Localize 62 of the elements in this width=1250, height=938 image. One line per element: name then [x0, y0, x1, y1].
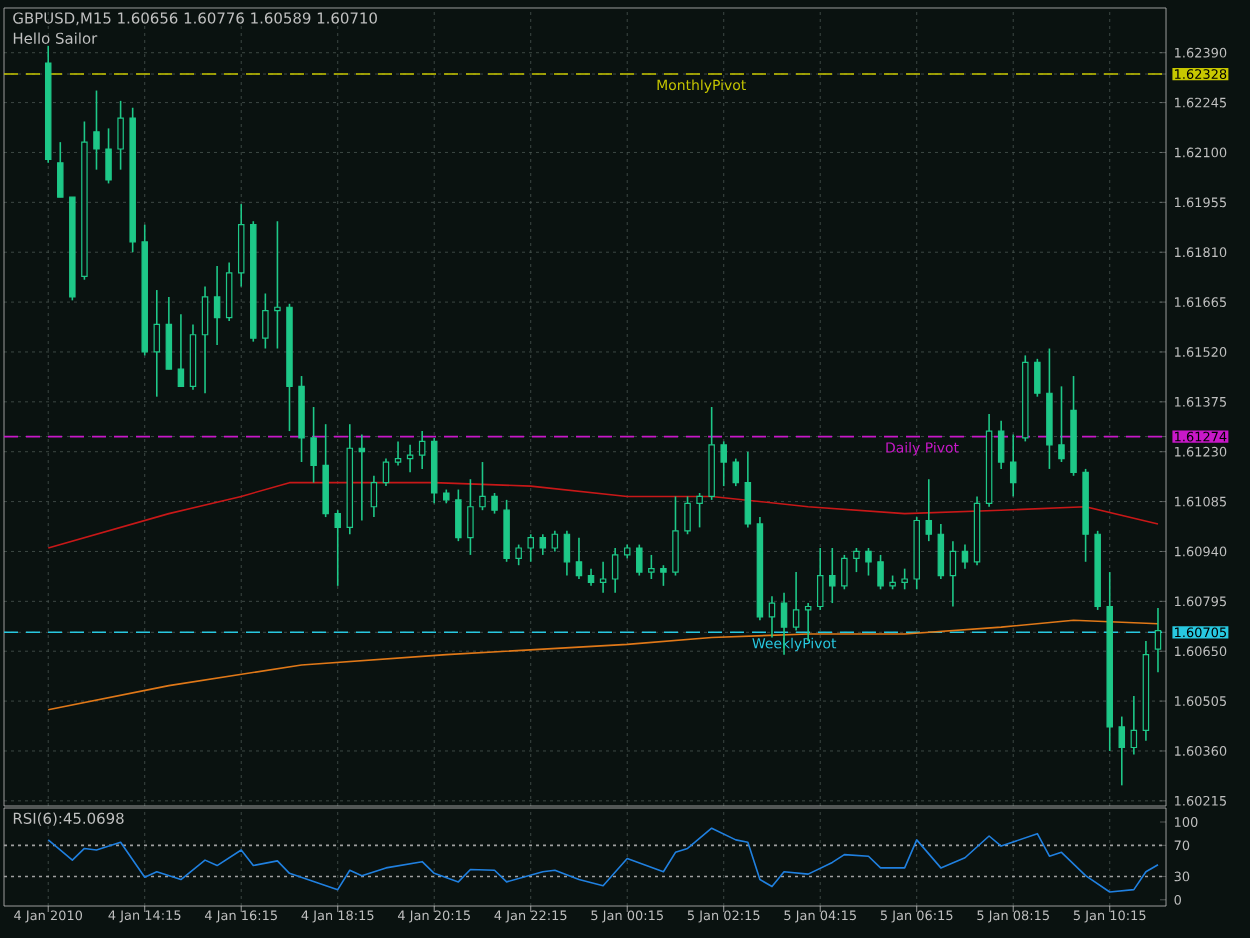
- candlestick: [865, 547, 872, 577]
- candlestick: [455, 488, 462, 542]
- candlestick: [201, 285, 209, 395]
- candlestick: [575, 536, 583, 580]
- candlestick: [877, 554, 884, 591]
- candlestick: [768, 595, 776, 639]
- candlestick: [165, 296, 173, 370]
- candlestick: [563, 530, 571, 577]
- candlestick: [527, 533, 534, 563]
- candlestick: [937, 523, 945, 580]
- candlestick: [792, 571, 800, 632]
- candlestick: [720, 440, 727, 487]
- candlestick: [213, 265, 221, 346]
- candlestick: [1009, 433, 1017, 498]
- line-series: [47, 481, 1159, 549]
- candlestick: [225, 261, 233, 322]
- candlestick: [57, 141, 64, 198]
- candlestick: [515, 543, 522, 567]
- candlestick: [660, 564, 667, 587]
- line-series: [47, 827, 1159, 893]
- candlestick: [310, 406, 317, 484]
- candlestick: [1058, 385, 1065, 463]
- candlestick: [672, 495, 679, 577]
- candlestick: [177, 313, 185, 388]
- candlestick: [611, 547, 619, 594]
- candlestick: [274, 220, 281, 350]
- candlestick: [334, 509, 341, 587]
- candlestick: [648, 554, 655, 580]
- candlestick: [997, 419, 1005, 470]
- candlestick: [153, 289, 161, 398]
- candlestick: [93, 89, 100, 171]
- candlestick: [539, 533, 547, 556]
- candlestick: [117, 100, 124, 171]
- candlestick: [1154, 607, 1162, 673]
- candlestick: [382, 457, 390, 487]
- candlestick: [406, 444, 414, 474]
- candlestick: [479, 461, 486, 511]
- candlestick: [551, 530, 559, 553]
- candlestick: [696, 492, 703, 529]
- candlestick: [816, 547, 824, 611]
- candlestick: [1130, 695, 1138, 756]
- candlestick: [1118, 715, 1126, 787]
- candlestick: [949, 540, 957, 608]
- candlestick: [1034, 358, 1041, 398]
- line-series: [47, 619, 1159, 711]
- candlestick: [841, 554, 848, 591]
- candlestick: [901, 567, 908, 591]
- candlestick: [394, 440, 402, 467]
- candlestick: [105, 127, 112, 185]
- candlestick: [925, 478, 933, 542]
- candlestick: [370, 474, 378, 518]
- candlestick: [732, 457, 740, 487]
- candlestick: [853, 547, 860, 573]
- candlestick: [829, 547, 836, 604]
- candlestick: [418, 430, 426, 470]
- candlestick: [744, 450, 752, 529]
- candlestick: [262, 292, 269, 350]
- candlestick: [467, 478, 474, 556]
- candlestick: [636, 543, 643, 577]
- candlestick: [491, 492, 498, 515]
- candlestick: [684, 495, 691, 536]
- candlestick: [599, 560, 607, 594]
